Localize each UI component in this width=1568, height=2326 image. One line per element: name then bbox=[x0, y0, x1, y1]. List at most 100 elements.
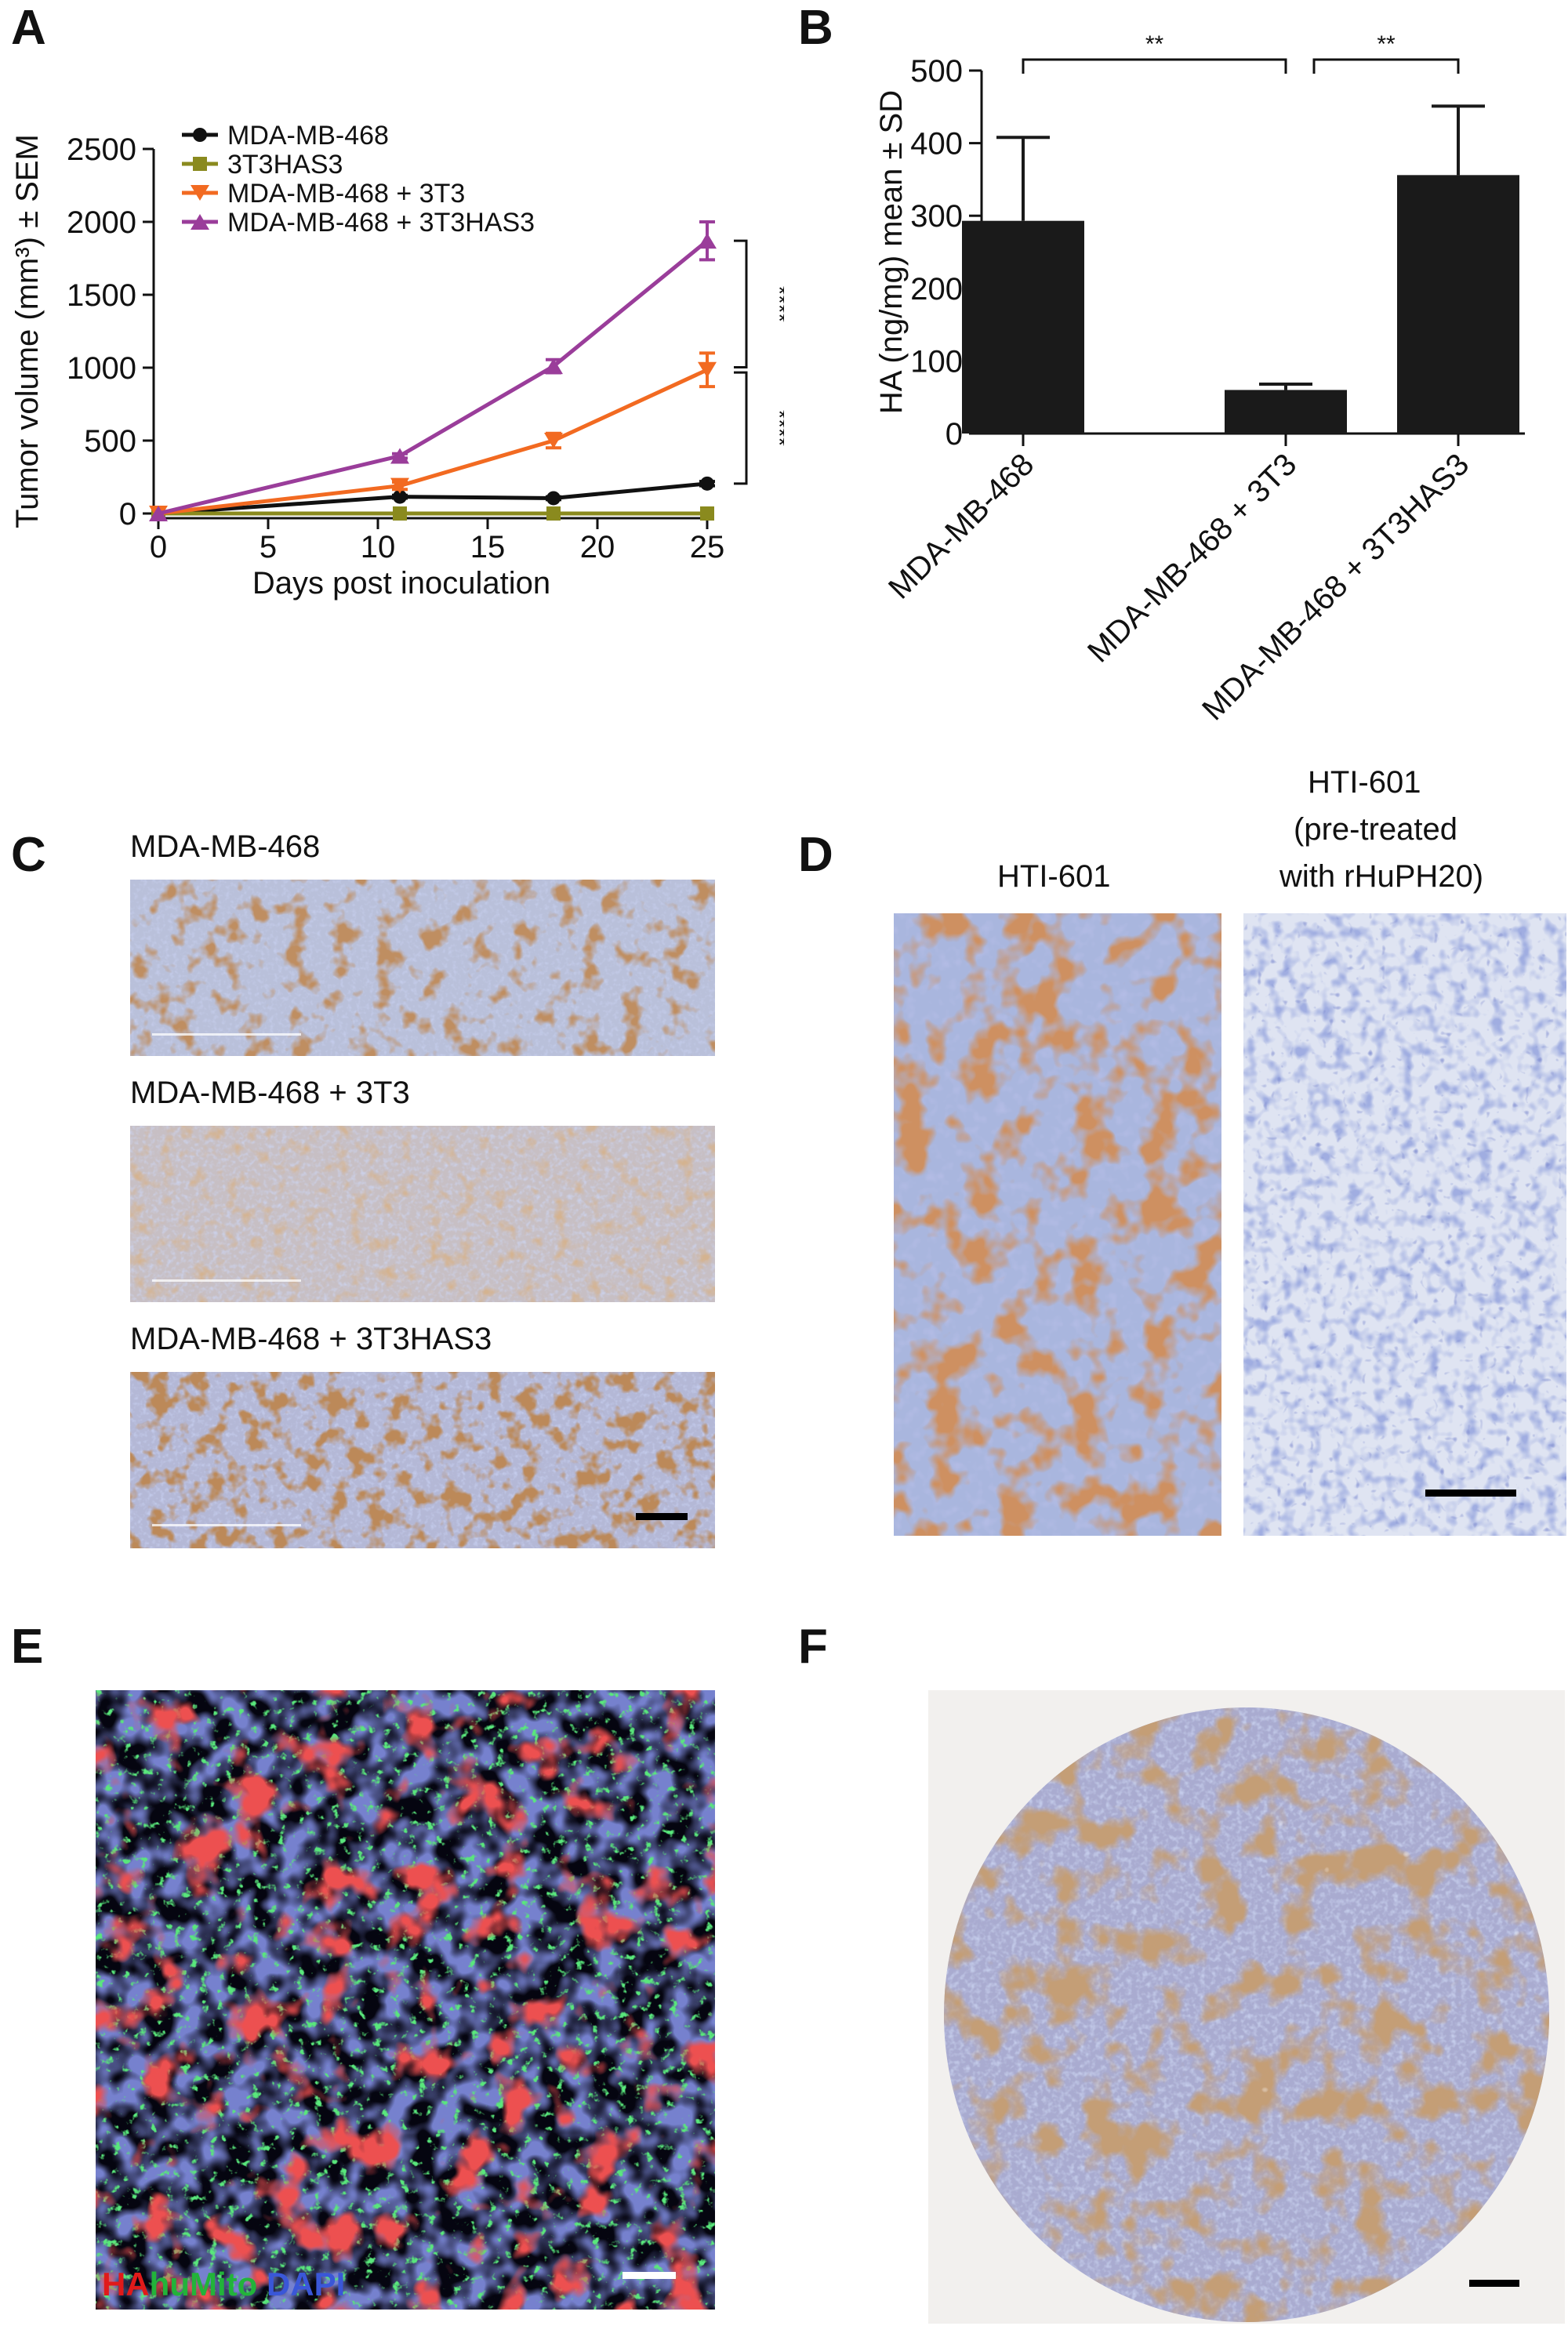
data-point bbox=[393, 506, 407, 521]
scale-bar bbox=[1469, 2280, 1519, 2287]
y-tick-label: 1500 bbox=[67, 278, 136, 313]
legend-label: 3T3HAS3 bbox=[227, 150, 343, 180]
panel-letter-b: B bbox=[798, 1, 833, 55]
panel-letter-c: C bbox=[11, 828, 46, 882]
legend-marker bbox=[191, 214, 209, 230]
panel-c-label-2: MDA-MB-468 + 3T3 bbox=[130, 1076, 410, 1110]
panel-d-label-right-line2: (pre-treated bbox=[1294, 812, 1457, 847]
data-point bbox=[698, 233, 717, 249]
series-2 bbox=[149, 351, 717, 521]
legend-label: MDA-MB-468 bbox=[227, 121, 389, 151]
data-point bbox=[698, 361, 717, 378]
panel-letter-d: D bbox=[798, 828, 833, 882]
x-tick-label: MDA-MB-468 bbox=[882, 447, 1040, 605]
scale-line-faint bbox=[152, 1524, 301, 1526]
bar bbox=[1225, 390, 1347, 434]
panel-c-label-1: MDA-MB-468 bbox=[130, 829, 321, 864]
significance-label: **** bbox=[766, 410, 784, 447]
panel-c-ihc-image-2 bbox=[130, 1126, 715, 1302]
fluorescence-legend: HAhuMito DAPI bbox=[102, 2266, 345, 2303]
bar bbox=[1397, 175, 1519, 434]
panel-letter-a: A bbox=[11, 1, 46, 55]
y-tick-label: 200 bbox=[910, 272, 963, 307]
panel-d-label-left: HTI-601 bbox=[997, 859, 1111, 894]
legend-dapi: DAPI bbox=[266, 2266, 346, 2302]
data-point bbox=[390, 448, 409, 464]
y-axis-title: HA (ng/mg) mean ± SD bbox=[874, 90, 909, 414]
panel-c-ihc-image-1 bbox=[130, 880, 715, 1056]
data-point bbox=[149, 506, 168, 521]
scale-line-faint bbox=[152, 1033, 301, 1036]
significance-bracket bbox=[734, 239, 748, 368]
data-point bbox=[546, 506, 561, 521]
data-point bbox=[390, 477, 409, 494]
significance-label: **** bbox=[766, 285, 784, 322]
y-tick-label: 0 bbox=[119, 497, 136, 532]
ihc-stroma-pattern-d1 bbox=[894, 913, 1221, 1536]
series-line bbox=[158, 239, 709, 516]
panel-letter-f: F bbox=[798, 1620, 828, 1674]
y-tick-label: 1000 bbox=[67, 351, 136, 386]
panel-d-ihc-image-stained bbox=[894, 913, 1221, 1536]
y-tick-label: 2500 bbox=[67, 132, 136, 167]
data-point bbox=[544, 358, 563, 375]
panel-a-line-chart: 0 500 1000 1500 2000 2500 0 5 10 15 20 25 Days post … bbox=[10, 121, 784, 601]
y-tick-label: 300 bbox=[910, 199, 963, 234]
scale-bar bbox=[636, 1513, 688, 1520]
panel-d-label-right-line3: with rHuPH20) bbox=[1279, 859, 1484, 894]
scale-bar bbox=[622, 2272, 676, 2279]
bar bbox=[962, 220, 1084, 434]
y-tick-label: 0 bbox=[946, 417, 963, 452]
y-tick-label: 400 bbox=[910, 127, 963, 161]
significance-bracket bbox=[734, 371, 748, 485]
legend-ha: HA bbox=[102, 2266, 150, 2302]
x-tick-label: 25 bbox=[690, 530, 725, 564]
legend-label: MDA-MB-468 + 3T3 bbox=[227, 179, 465, 209]
scale-line-faint bbox=[152, 1279, 301, 1282]
x-tick-label: 20 bbox=[580, 530, 615, 564]
significance-bracket bbox=[1312, 58, 1460, 74]
legend-humito: huMito bbox=[149, 2266, 258, 2302]
panel-f-tissue-core-image bbox=[928, 1690, 1565, 2324]
panel-e-fluorescence-image: HAhuMito DAPI bbox=[96, 1690, 715, 2310]
x-tick-label: 10 bbox=[361, 530, 396, 564]
scale-bar bbox=[1425, 1490, 1516, 1497]
panel-c-ihc-image-3 bbox=[130, 1372, 715, 1548]
data-point bbox=[700, 476, 714, 491]
panel-d-ihc-image-pretreated bbox=[1243, 913, 1566, 1536]
ihc-cells-pattern-d2 bbox=[1243, 913, 1566, 1536]
panel-d-label-right-line1: HTI-601 bbox=[1308, 765, 1421, 800]
legend-marker bbox=[191, 185, 209, 201]
significance-label: ** bbox=[1377, 31, 1396, 57]
y-tick-label: 100 bbox=[910, 344, 963, 379]
x-axis-title: Days post inoculation bbox=[252, 566, 550, 601]
y-axis-title: Tumor volume (mm³) ± SEM bbox=[10, 134, 45, 528]
panel-letter-e: E bbox=[11, 1620, 44, 1674]
significance-label: ** bbox=[1145, 31, 1164, 57]
legend-marker bbox=[193, 128, 207, 142]
legend-label: MDA-MB-468 + 3T3HAS3 bbox=[227, 208, 535, 238]
data-point bbox=[700, 506, 714, 521]
y-tick-label: 500 bbox=[910, 54, 963, 89]
data-point bbox=[544, 433, 563, 448]
y-tick-label: 2000 bbox=[67, 205, 136, 240]
x-tick-label: 15 bbox=[470, 530, 506, 564]
panel-c-label-3: MDA-MB-468 + 3T3HAS3 bbox=[130, 1322, 492, 1356]
data-point bbox=[546, 491, 561, 506]
ihc-stroma-pattern-2 bbox=[130, 1126, 715, 1302]
series-line bbox=[158, 481, 708, 516]
data-point bbox=[393, 489, 407, 504]
tissue-core-pattern bbox=[944, 1707, 1549, 2322]
legend-marker bbox=[193, 157, 207, 171]
series-line bbox=[158, 368, 709, 516]
ihc-stroma-pattern-1 bbox=[130, 880, 715, 1056]
series-3 bbox=[149, 220, 717, 521]
x-tick-label: 0 bbox=[150, 530, 167, 564]
y-tick-label: 500 bbox=[84, 424, 136, 459]
fluorescence-pattern bbox=[96, 1690, 715, 2310]
scale-line-overlay bbox=[130, 880, 715, 1056]
ihc-stroma-pattern-3 bbox=[130, 1372, 715, 1548]
x-tick-label: 5 bbox=[260, 530, 277, 564]
significance-bracket bbox=[1022, 58, 1287, 74]
